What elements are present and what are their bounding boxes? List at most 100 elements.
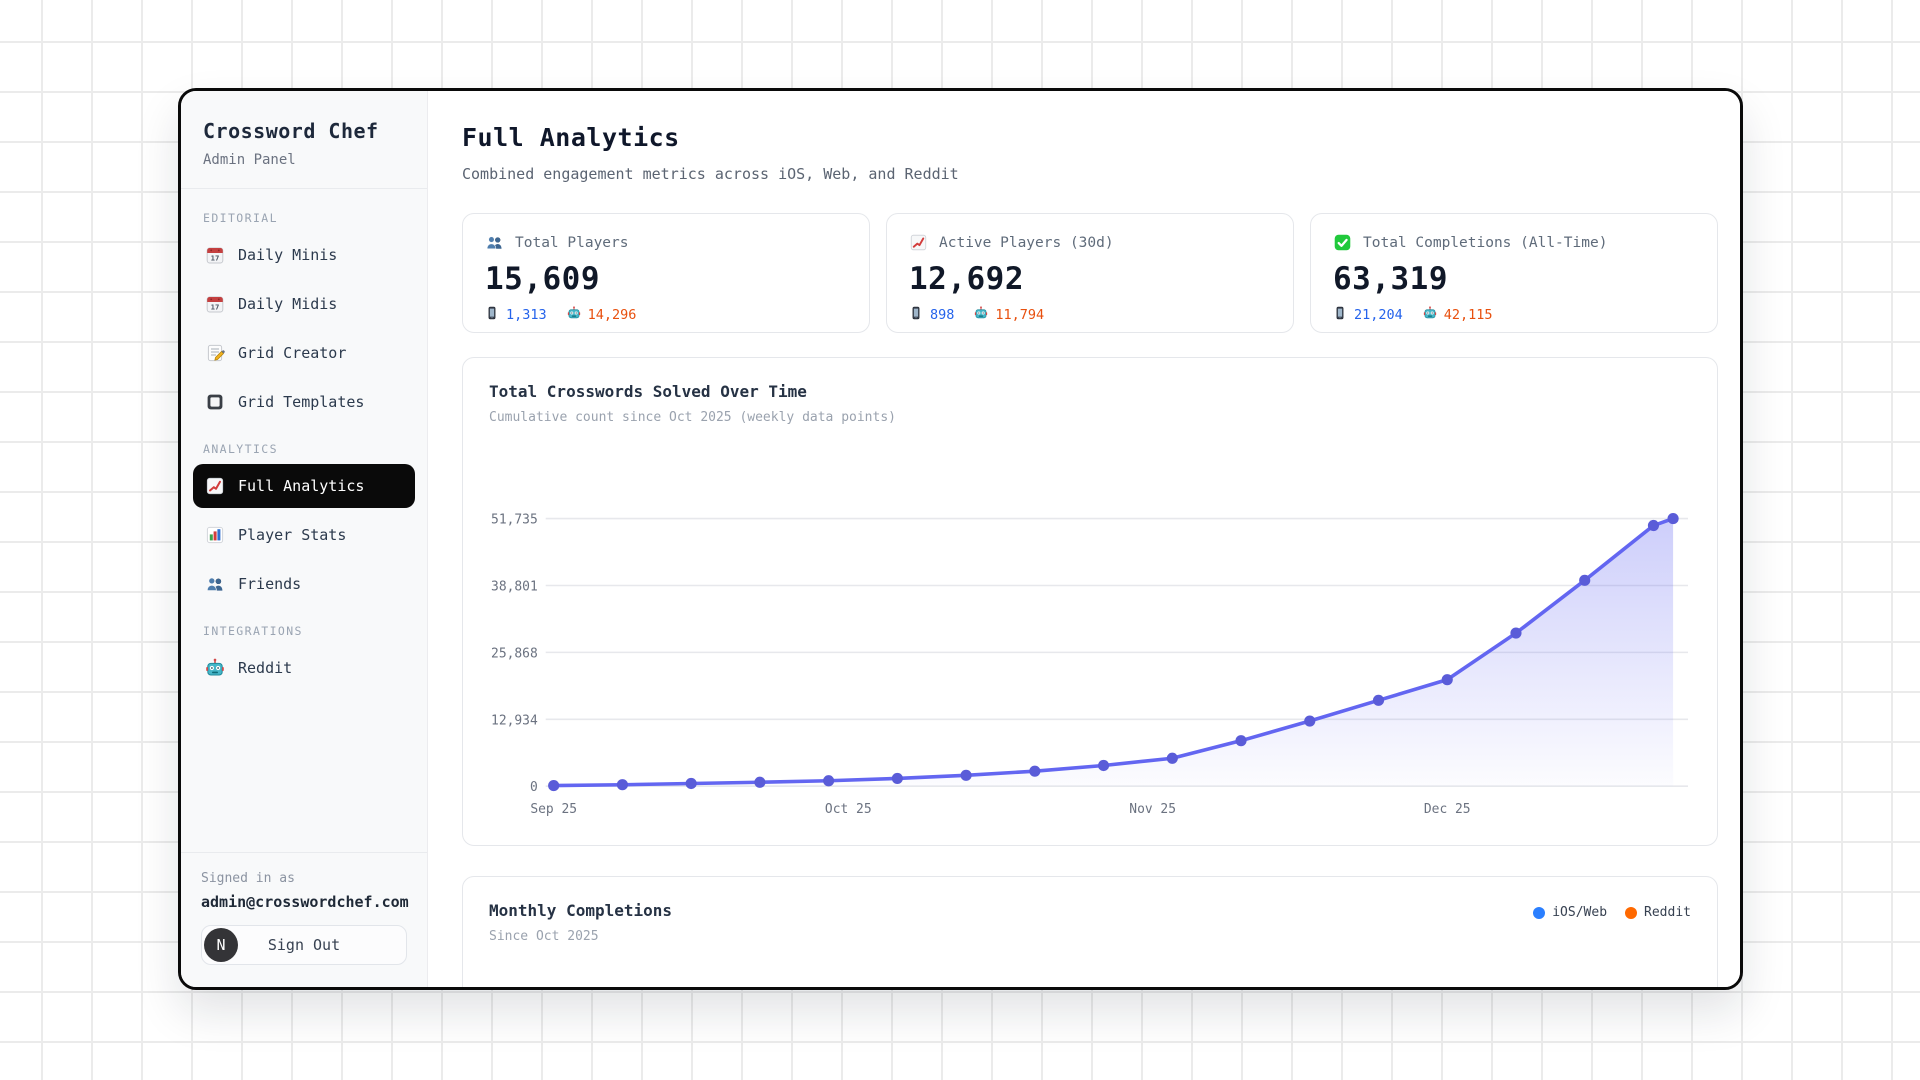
sidebar-item-daily-midis[interactable]: 17 Daily Midis: [193, 282, 415, 326]
stat-card-active-players-30d: Active Players (30d) 12,692 898 11,794: [886, 213, 1294, 333]
data-line: [551, 516, 1675, 788]
reddit-count: 42,115: [1443, 307, 1493, 323]
sidebar-item-label: Daily Midis: [238, 295, 338, 313]
x-axis-tick: Dec 25: [1424, 802, 1471, 817]
data-point[interactable]: [1510, 627, 1522, 639]
sidebar-item-full-analytics[interactable]: Full Analytics: [193, 464, 415, 508]
y-axis-tick: 25,868: [491, 646, 538, 661]
data-point[interactable]: [1372, 694, 1385, 706]
section-label-analytics: ANALYTICS: [203, 442, 278, 456]
bar-chart-icon: [205, 525, 225, 545]
calendar-icon: 17: [205, 245, 225, 265]
sidebar-item-player-stats[interactable]: Player Stats: [193, 513, 415, 557]
solved-over-time-chart[interactable]: 0 12,934 25,868 38,801 51,735 Sep 25 Oct 25 Nov…: [489, 443, 1691, 821]
data-point[interactable]: [1667, 513, 1679, 525]
y-axis-tick: 0: [530, 780, 538, 795]
sidebar-item-label: Daily Minis: [238, 246, 338, 264]
users-icon: [485, 233, 505, 253]
reddit-count: 11,794: [995, 307, 1045, 323]
sidebar-nav: EDITORIAL 17 Daily Minis 17 Daily Midis Grid …: [181, 189, 427, 695]
area-fill: [553, 518, 1674, 787]
stat-value: 12,692: [909, 261, 1024, 297]
users-icon: [205, 574, 225, 594]
data-point[interactable]: [960, 769, 972, 781]
monthly-title: Monthly Completions: [489, 901, 673, 920]
sign-out-label: Sign Out: [267, 936, 341, 954]
sidebar-item-reddit[interactable]: Reddit: [193, 646, 415, 690]
sidebar-item-friends[interactable]: Friends: [193, 562, 415, 606]
data-point[interactable]: [823, 775, 835, 787]
data-point[interactable]: [685, 777, 697, 790]
robot-icon: [974, 306, 988, 324]
sign-out-button[interactable]: N Sign Out: [201, 925, 407, 965]
data-point[interactable]: [1235, 735, 1247, 747]
square-icon: [205, 392, 225, 412]
legend-label: Reddit: [1644, 905, 1691, 920]
memo-icon: [205, 343, 225, 363]
solved-over-time-card: Total Crosswords Solved Over Time Cumula…: [462, 357, 1718, 846]
data-point[interactable]: [616, 779, 628, 791]
monthly-subtitle: Since Oct 2025: [489, 929, 599, 944]
data-point[interactable]: [1097, 759, 1110, 772]
stat-value: 15,609: [485, 261, 600, 297]
sidebar-item-daily-minis[interactable]: 17 Daily Minis: [193, 233, 415, 277]
svg-text:17: 17: [211, 303, 220, 312]
data-point[interactable]: [548, 779, 560, 792]
legend-dot: [1533, 906, 1546, 919]
chart-up-icon: [205, 476, 225, 496]
stat-card-total-players: Total Players 15,609 1,313 14,296: [462, 213, 870, 333]
stat-label: Total Completions (All-Time): [1363, 235, 1608, 251]
sidebar-header: Crossword Chef Admin Panel: [181, 91, 427, 189]
phone-icon: [1333, 306, 1347, 324]
robot-icon: [567, 306, 581, 324]
stat-label: Active Players (30d): [939, 235, 1114, 251]
reddit-count: 14,296: [587, 307, 637, 323]
chart-title: Total Crosswords Solved Over Time: [489, 382, 807, 401]
phone-icon: [909, 306, 923, 324]
page-subtitle: Combined engagement metrics across iOS, …: [462, 165, 959, 183]
app-title: Crossword Chef: [203, 119, 379, 143]
data-point[interactable]: [1304, 715, 1316, 727]
data-point[interactable]: [1579, 574, 1591, 586]
x-axis-tick: Nov 25: [1129, 802, 1176, 817]
robot-icon: [205, 658, 225, 678]
data-point[interactable]: [891, 772, 903, 784]
sidebar-item-label: Full Analytics: [238, 477, 365, 495]
y-axis-tick: 51,735: [491, 513, 538, 528]
stat-cards-row: Total Players 15,609 1,313 14,296 Active Pla…: [462, 213, 1718, 333]
data-point[interactable]: [1647, 519, 1660, 532]
data-point[interactable]: [1441, 674, 1453, 686]
data-point[interactable]: [1166, 752, 1178, 764]
sidebar-item-grid-creator[interactable]: Grid Creator: [193, 331, 415, 375]
legend-label: iOS/Web: [1552, 905, 1608, 920]
sidebar-item-label: Player Stats: [238, 526, 347, 544]
x-axis-tick: Sep 25: [530, 802, 577, 817]
ios-count: 21,204: [1354, 307, 1403, 323]
section-label-integrations: INTEGRATIONS: [203, 624, 303, 638]
monthly-completions-card: Monthly Completions Since Oct 2025 iOS/W…: [462, 876, 1718, 987]
chart-subtitle: Cumulative count since Oct 2025 (weekly …: [489, 410, 896, 425]
page-title: Full Analytics: [462, 123, 680, 152]
sidebar-item-grid-templates[interactable]: Grid Templates: [193, 380, 415, 424]
app-window: Crossword Chef Admin Panel EDITORIAL 17 Da…: [178, 88, 1743, 990]
data-point[interactable]: [1029, 765, 1041, 777]
chart-legend: iOS/Web Reddit: [1533, 901, 1691, 920]
data-point[interactable]: [754, 776, 766, 788]
sidebar-item-label: Reddit: [238, 659, 293, 677]
chart-area: 0 12,934 25,868 38,801 51,735 Sep 25 Oct 25 Nov…: [489, 443, 1691, 821]
phone-icon: [485, 306, 499, 324]
svg-text:17: 17: [211, 254, 220, 263]
sidebar: Crossword Chef Admin Panel EDITORIAL 17 Da…: [181, 91, 428, 987]
sidebar-item-label: Friends: [238, 575, 302, 593]
robot-icon: [1423, 306, 1437, 324]
stat-value: 63,319: [1333, 261, 1448, 297]
legend-item-ios-web: iOS/Web: [1533, 905, 1607, 920]
stat-label: Total Players: [515, 235, 629, 251]
chart-up-icon: [909, 233, 929, 253]
legend-item-reddit: Reddit: [1625, 905, 1691, 920]
check-icon: [1333, 233, 1353, 253]
sidebar-footer: Signed in as admin@crosswordchef.com N S…: [181, 852, 427, 987]
ios-count: 1,313: [506, 307, 547, 323]
stat-card-total-completions-all-time: Total Completions (All-Time) 63,319 21,204…: [1310, 213, 1718, 333]
sidebar-item-label: Grid Creator: [238, 344, 347, 362]
